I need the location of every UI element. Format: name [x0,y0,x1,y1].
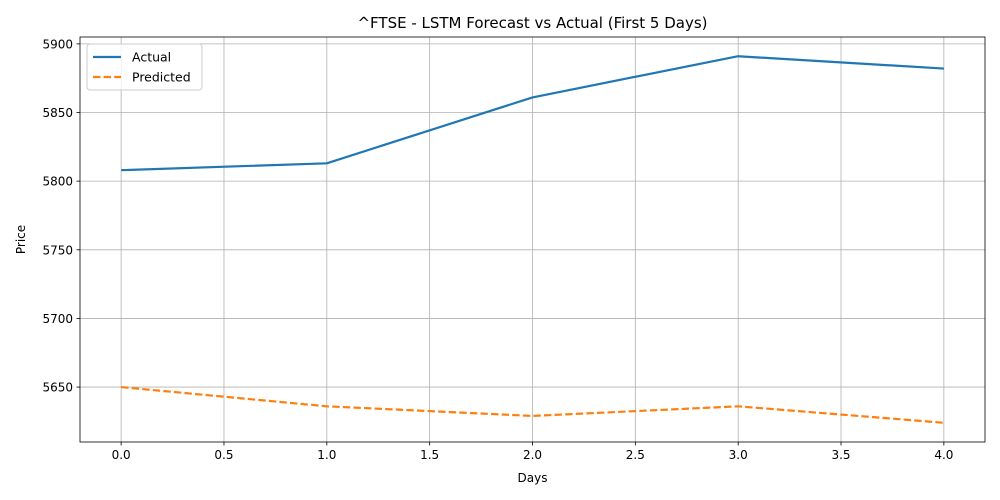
x-tick-label: 4.0 [934,448,953,462]
y-tick-label: 5750 [42,243,73,257]
x-tick-label: 0.5 [214,448,233,462]
x-axis-ticks: 0.0 0.5 1.0 1.5 2.0 2.5 3.0 3.5 4.0 [112,442,953,462]
x-axis-title: Days [518,471,548,485]
legend-label-predicted: Predicted [132,70,191,85]
legend-box [86,43,203,91]
y-tick-label: 5850 [42,106,73,120]
x-tick-label: 2.5 [626,448,645,462]
x-tick-label: 1.5 [420,448,439,462]
x-tick-label: 2.0 [523,448,542,462]
x-tick-label: 1.0 [317,448,336,462]
y-tick-label: 5800 [42,175,73,189]
x-tick-label: 3.5 [831,448,850,462]
y-tick-label: 5700 [42,312,73,326]
y-tick-label: 5900 [42,37,73,51]
y-axis-title: Price [14,225,28,254]
chart-title: ^FTSE - LSTM Forecast vs Actual (First 5… [357,14,707,32]
legend: Actual Predicted [86,43,203,91]
series-lines [121,55,944,424]
x-tick-label: 0.0 [112,448,131,462]
x-tick-label: 3.0 [729,448,748,462]
series-line-actual [121,55,944,172]
grid [80,37,985,442]
y-axis-ticks: 5650 5700 5750 5800 5850 5900 [42,37,80,395]
y-tick-label: 5650 [42,381,73,395]
legend-label-actual: Actual [132,50,171,65]
